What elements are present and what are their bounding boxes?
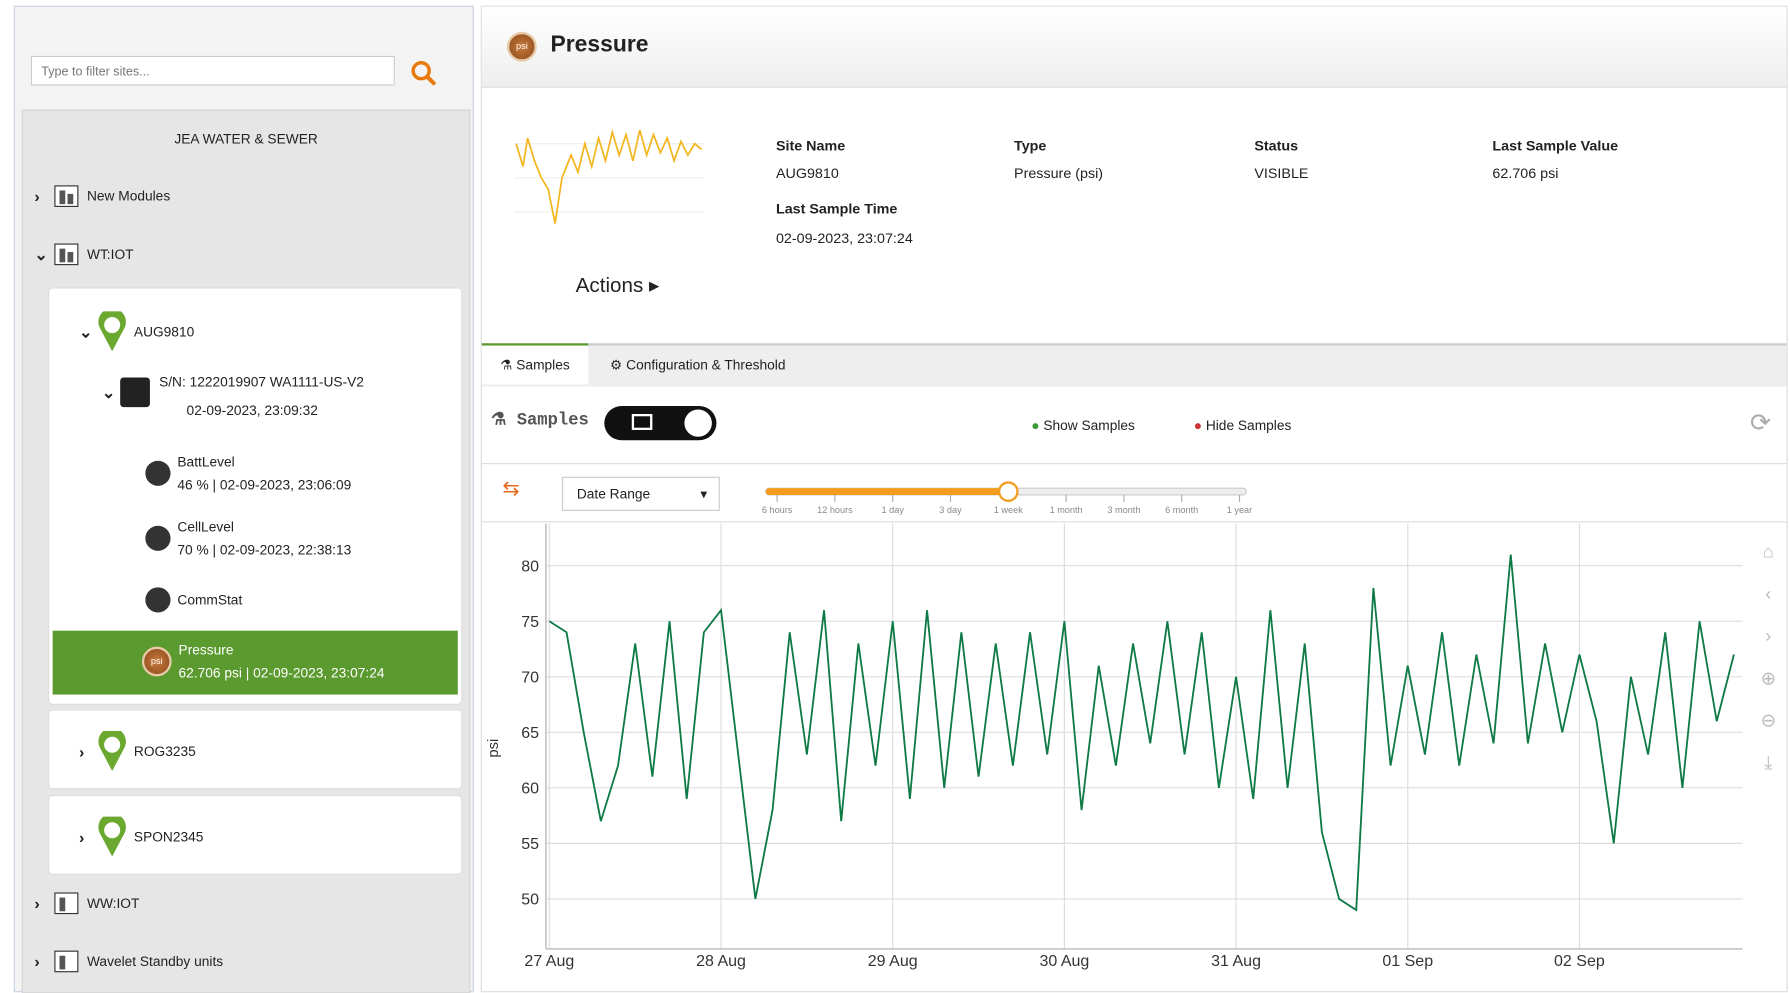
field-value: AUG9810 [775,165,839,182]
tab-bar: ⚗ Samples ⚙ Configuration & Threshold [481,343,1787,387]
field-label: Type [1014,138,1047,154]
site-card: ⌄ AUG9810 ⌄ S/N: 1222019907 WA1111-US-V2 … [48,287,463,705]
field-label: Last Sample Time [775,200,898,217]
x-tick-label: 28 Aug [696,953,746,970]
device-time: 02-09-2023, 23:09:32 [186,402,318,419]
field-label: Last Sample Value [1492,138,1619,154]
data-line [548,554,1735,912]
tab[interactable]: ⚗ Samples [481,343,589,385]
slider-handle [998,481,1019,502]
field-value: VISIBLE [1254,165,1309,182]
field-label: Status [1254,138,1299,154]
range-select[interactable]: Date Range ▾ [561,476,720,511]
field-value: 62.706 psi [1492,165,1559,182]
x-tick-label: 02 Sep [1554,953,1605,970]
actions-button[interactable]: Actions ▸ [575,273,660,297]
header: psi Pressure [481,6,1787,88]
field-value: 02-09-2023, 23:07:24 [775,230,913,247]
slider-label: 3 month [1107,505,1140,515]
slider-label: 1 month [1050,505,1083,515]
slider-label: 12 hours [817,505,853,515]
sensor[interactable]: BattLevel 46 % | 02-09-2023, 23:06:09 [145,454,351,493]
device-serial: S/N: 1222019907 WA1111-US-V2 [159,374,364,391]
device[interactable]: ⌄ [102,377,150,408]
group[interactable]: ⌄ WT:IOT [34,243,134,266]
slider-label: 1 week [994,505,1023,515]
show-samples[interactable]: ● Show Samples [1031,417,1135,434]
group[interactable]: › New Modules [34,185,171,208]
x-tick-label: 30 Aug [1039,953,1089,970]
field-label: Site Name [775,138,846,154]
range-slider[interactable]: 6 hours 12 hours 1 day 3 day 1 week 1 month 3 … [752,472,1267,518]
x-tick-label: 27 Aug [524,953,574,970]
org-name: JEA WATER & SEWER [174,131,318,148]
slider-label: 6 month [1165,505,1198,515]
chart-tools: ⌂ ‹ › ⊕ ⊖ ⤓ [1760,542,1776,774]
thumbnail [513,129,704,224]
group[interactable]: › Wavelet Standby units [34,950,224,973]
y-tick-label: 70 [521,669,539,686]
sensor[interactable]: CommStat [145,587,242,613]
group[interactable]: › WW:IOT [34,892,140,915]
range-refresh[interactable]: ⇆ [502,476,520,500]
site-card: › ROG3235 [48,709,463,790]
y-axis-label: psi [486,739,502,758]
tab[interactable]: ⚙ Configuration & Threshold [610,356,786,373]
x-tick-label: 31 Aug [1211,953,1261,970]
header-badge: psi [507,31,537,62]
samples-label: ⚗ Samples [490,410,589,430]
y-tick-label: 60 [521,781,539,798]
y-tick-label: 50 [521,892,539,909]
x-tick-label: 29 Aug [868,953,918,970]
view-toggle[interactable] [604,406,717,441]
site-card: › SPON2345 [48,794,463,875]
y-tick-label: 55 [521,836,539,853]
slider-label: 3 day [939,505,962,515]
range-bar [481,463,1787,523]
chart: 50 55 60 65 70 75 80 27 Aug 28 Aug 29 Aug 30 Aug 31… [486,523,1743,970]
slider-label: 6 hours [762,505,793,515]
sensor-selected[interactable]: psi Pressure 62.706 psi | 02-09-2023, 23:0… [52,630,458,695]
main-panel: psi Pressure Actions ▸ Site Name AUG9810… [480,5,1788,993]
site[interactable]: ⌄ AUG9810 [79,311,194,352]
field-value: Pressure (psi) [1014,165,1104,182]
site[interactable]: › ROG3235 [79,731,196,772]
slider-label: 1 year [1227,505,1252,515]
y-tick-label: 65 [521,725,539,742]
slider-fill [765,488,1009,495]
header-title: Pressure [550,31,649,58]
site-tree: JEA WATER & SEWER › New Modules ⌄ WT:IOT ⌄… [21,109,471,993]
refresh[interactable]: ⟳ [1749,408,1772,437]
hide-samples[interactable]: ● Hide Samples [1193,417,1292,434]
x-tick-label: 01 Sep [1382,953,1433,970]
slider-label: 1 day [882,505,905,515]
y-tick-label: 75 [521,614,539,631]
search-button[interactable] [409,58,439,88]
y-tick-label: 80 [521,558,539,575]
site[interactable]: › SPON2345 [79,816,203,858]
sidebar: Type to filter sites... JEA WATER & SEWE… [13,5,474,993]
sensor[interactable]: CellLevel 70 % | 02-09-2023, 22:38:13 [145,519,351,558]
filter-input[interactable]: Type to filter sites... [30,55,395,86]
